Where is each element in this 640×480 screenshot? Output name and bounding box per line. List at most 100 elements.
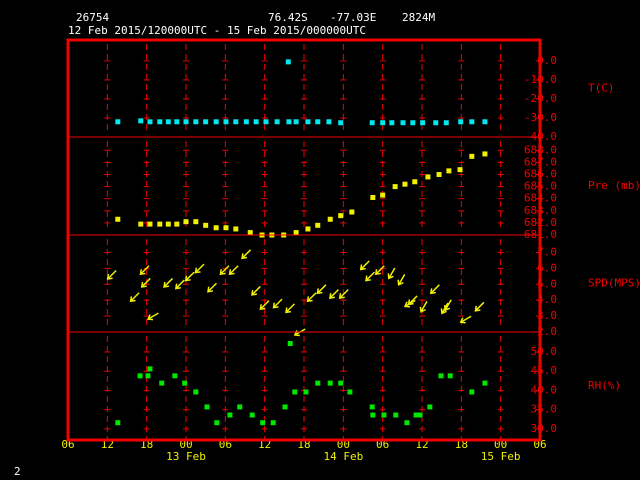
wind-arrow (174, 279, 185, 290)
data-point (482, 380, 488, 386)
data-point (315, 380, 321, 386)
y-axis-label: Pre (mb) (588, 179, 640, 192)
data-point (413, 412, 419, 418)
data-point (446, 168, 452, 174)
data-point (157, 221, 163, 227)
data-point (412, 179, 418, 185)
data-point (193, 119, 199, 125)
data-point (315, 222, 321, 228)
wind-arrow (129, 292, 140, 303)
station: 26754 (76, 11, 109, 24)
data-point (286, 119, 292, 125)
wind-arrow (374, 265, 385, 276)
data-point (392, 184, 398, 190)
data-point (369, 120, 375, 126)
elevation: 2824M (402, 11, 435, 24)
wind-arrow (429, 284, 440, 295)
data-point (147, 221, 153, 227)
frame (66, 38, 542, 442)
data-point (233, 119, 239, 125)
y-axis-label: RH(%) (588, 379, 621, 392)
data-point (237, 404, 243, 410)
data-point (115, 420, 121, 426)
wind-arrow (329, 289, 339, 299)
data-point (436, 172, 442, 178)
data-point (393, 412, 399, 418)
date-label: 14 Feb (323, 450, 363, 463)
data-point (247, 230, 253, 236)
data-point (137, 373, 143, 379)
y-axis-label: T(C) (588, 82, 615, 95)
data-point (433, 120, 439, 126)
data-point (147, 366, 153, 372)
wind-arrow (306, 292, 317, 303)
data-point (193, 389, 199, 395)
wind-arrow (146, 312, 159, 321)
wind-arrow (365, 271, 375, 282)
data-point (447, 373, 453, 379)
y-tick-label: 7.0 (537, 245, 557, 258)
wind-arrow (359, 260, 370, 271)
data-point (147, 119, 153, 125)
wind-arrow (316, 284, 327, 295)
data-point (349, 209, 355, 215)
data-point (159, 380, 165, 386)
data-point (338, 380, 344, 386)
data-point (287, 341, 293, 347)
y-tick-label: 6.0 (537, 261, 557, 274)
data-point (293, 119, 299, 125)
wind-arrow (228, 265, 239, 276)
data-point (213, 225, 219, 231)
wind-arrow (140, 277, 151, 288)
data-point (253, 119, 259, 125)
data-point (223, 119, 229, 125)
data-point (389, 120, 395, 126)
data-point (157, 119, 163, 125)
wind-arrow (194, 263, 205, 274)
data-point (174, 221, 180, 227)
wind-arrow (219, 265, 230, 276)
data-point (204, 404, 210, 410)
wind-arrow (407, 295, 418, 306)
y-tick-label: 2.0 (537, 325, 557, 338)
data-point (115, 216, 121, 222)
wind-arrow (459, 315, 472, 324)
data-point (270, 420, 276, 426)
data-point (425, 174, 431, 180)
data-point (293, 230, 299, 236)
data-point (292, 389, 298, 395)
data-point (427, 404, 433, 410)
data-point (380, 120, 386, 126)
data-point (370, 412, 376, 418)
y-tick-label: 5.0 (537, 277, 557, 290)
y-tick-label: 50.0 (531, 345, 558, 358)
data-point (174, 119, 180, 125)
wind-arrow (272, 298, 283, 309)
data-point (223, 225, 229, 231)
data-point (213, 119, 219, 125)
wind-arrow (106, 269, 117, 280)
data-point (400, 120, 406, 126)
data-point (458, 119, 464, 125)
y-axis-label: SPD(MPS) (588, 277, 640, 290)
y-tick-label: 30.0 (531, 422, 558, 435)
wind-arrow (259, 300, 270, 311)
y-tick-label: 40.0 (531, 383, 558, 396)
data-point (338, 213, 344, 219)
data-point (303, 389, 309, 395)
data-point (138, 118, 144, 124)
data-point (420, 120, 426, 126)
data-point (203, 222, 209, 228)
data-point (443, 120, 449, 126)
data-point (369, 404, 375, 410)
data-point (214, 420, 220, 426)
wind-arrow (285, 303, 296, 314)
data-point (326, 119, 332, 125)
wind-arrow (474, 301, 485, 312)
longitude: -77.03E (330, 11, 376, 24)
data-point (165, 119, 171, 125)
data-point (338, 120, 344, 126)
data-point (249, 412, 255, 418)
data-point (233, 226, 239, 232)
